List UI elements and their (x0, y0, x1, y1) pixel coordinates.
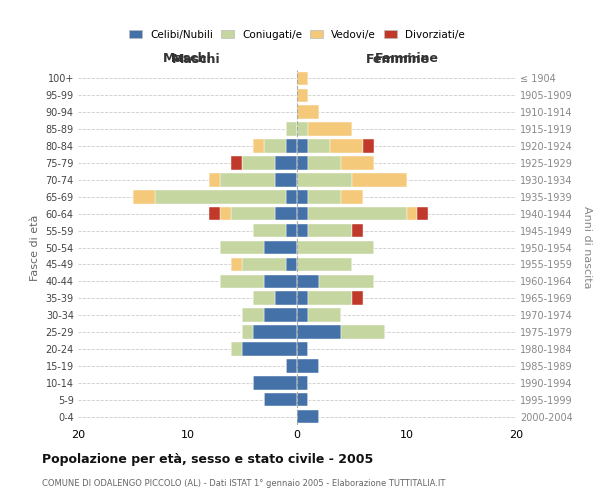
Bar (341, 326, 385, 339)
Bar (352, 292, 362, 305)
Bar (362, 140, 374, 153)
Bar (308, 308, 341, 322)
Text: Femmine: Femmine (366, 54, 430, 66)
Bar (232, 156, 242, 170)
Legend: Celibi/Nubili, Coniugati/e, Vedovi/e, Divorziati/e: Celibi/Nubili, Coniugati/e, Vedovi/e, Di… (125, 26, 469, 44)
Bar (297, 410, 319, 424)
Bar (352, 224, 362, 237)
Bar (253, 326, 297, 339)
Bar (155, 190, 286, 203)
Bar (297, 258, 352, 271)
Bar (242, 326, 253, 339)
Bar (253, 224, 286, 237)
Text: Popolazione per età, sesso e stato civile - 2005: Popolazione per età, sesso e stato civil… (42, 452, 373, 466)
Bar (297, 342, 308, 355)
Bar (264, 393, 297, 406)
Y-axis label: Fasce di età: Fasce di età (30, 214, 40, 280)
Bar (220, 173, 275, 186)
Bar (286, 122, 297, 136)
Bar (352, 173, 407, 186)
Bar (297, 240, 374, 254)
Bar (275, 207, 297, 220)
Bar (297, 393, 308, 406)
Bar (297, 274, 319, 288)
Bar (297, 224, 308, 237)
Bar (264, 140, 286, 153)
Bar (275, 173, 297, 186)
Text: Maschi: Maschi (172, 54, 221, 66)
Bar (253, 376, 297, 390)
Y-axis label: Anni di nascita: Anni di nascita (583, 206, 592, 289)
Bar (319, 274, 374, 288)
Bar (286, 258, 297, 271)
Bar (264, 308, 297, 322)
Bar (220, 240, 264, 254)
Bar (341, 190, 362, 203)
Bar (242, 308, 264, 322)
Bar (286, 190, 297, 203)
Bar (297, 308, 308, 322)
Bar (297, 326, 341, 339)
Bar (297, 106, 319, 119)
Bar (308, 207, 407, 220)
Bar (341, 156, 374, 170)
Bar (242, 342, 297, 355)
Bar (286, 359, 297, 372)
Bar (308, 140, 330, 153)
Bar (286, 224, 297, 237)
Bar (297, 140, 308, 153)
Bar (308, 292, 352, 305)
Bar (418, 207, 428, 220)
Bar (232, 258, 242, 271)
Bar (297, 156, 308, 170)
Bar (275, 156, 297, 170)
Bar (264, 274, 297, 288)
Bar (297, 72, 308, 85)
Bar (242, 258, 286, 271)
Bar (242, 156, 275, 170)
Bar (330, 140, 363, 153)
Bar (220, 207, 232, 220)
Bar (297, 88, 308, 102)
Bar (308, 224, 352, 237)
Bar (407, 207, 418, 220)
Text: Maschi: Maschi (163, 52, 212, 65)
Bar (297, 359, 319, 372)
Bar (264, 240, 297, 254)
Bar (253, 292, 275, 305)
Bar (232, 342, 242, 355)
Bar (297, 190, 308, 203)
Bar (275, 292, 297, 305)
Bar (308, 122, 352, 136)
Bar (297, 292, 308, 305)
Bar (133, 190, 155, 203)
Bar (308, 156, 341, 170)
Text: COMUNE DI ODALENGO PICCOLO (AL) - Dati ISTAT 1° gennaio 2005 - Elaborazione TUTT: COMUNE DI ODALENGO PICCOLO (AL) - Dati I… (42, 479, 445, 488)
Bar (297, 376, 308, 390)
Bar (286, 140, 297, 153)
Bar (297, 173, 352, 186)
Bar (297, 207, 308, 220)
Bar (308, 190, 341, 203)
Bar (209, 173, 220, 186)
Bar (209, 207, 220, 220)
Bar (253, 140, 264, 153)
Text: Femmine: Femmine (374, 52, 439, 65)
Bar (232, 207, 275, 220)
Bar (297, 122, 308, 136)
Bar (220, 274, 264, 288)
